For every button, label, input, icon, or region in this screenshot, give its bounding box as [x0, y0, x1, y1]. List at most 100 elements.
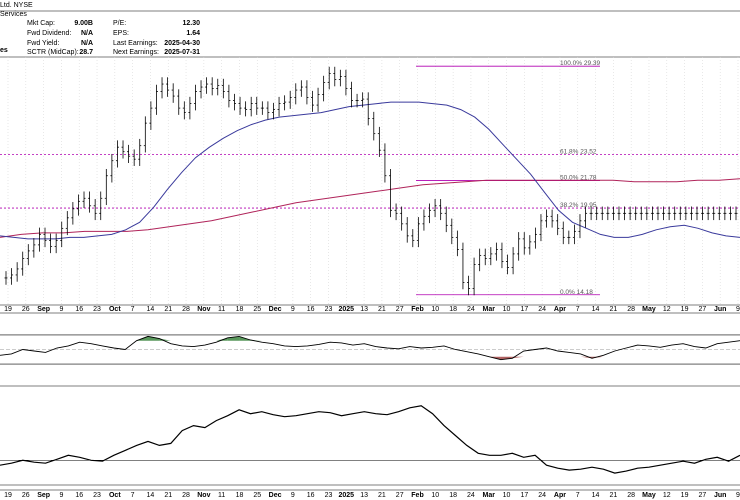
x-tick-label-bottom: 28 — [627, 492, 635, 499]
x-tick-label-bottom: Dec — [269, 492, 282, 499]
x-tick-label-bottom: 9 — [736, 492, 740, 499]
x-tick-label-bottom: 24 — [467, 492, 475, 499]
stat-label-mktcap: Mkt Cap: — [27, 20, 56, 27]
x-tick-label-top: 13 — [360, 306, 368, 313]
stat-value-sctr: 28.7 — [79, 49, 93, 56]
x-tick-label-bottom: 14 — [147, 492, 155, 499]
rsi-line — [0, 335, 740, 361]
x-tick-label-top: 19 — [681, 306, 689, 313]
x-tick-label-top: 9 — [59, 306, 63, 313]
x-tick-label-bottom: 21 — [378, 492, 386, 499]
x-tick-label-top: 25 — [253, 306, 261, 313]
fib-label: 61.8% 23.52 — [560, 148, 597, 155]
x-tick-label-bottom: 7 — [131, 492, 135, 499]
symbol-title: Ltd. NYSE — [0, 2, 33, 9]
x-tick-label-top: Apr — [554, 306, 566, 313]
x-tick-label-top: May — [642, 306, 656, 313]
fib-label: 38.2% 19.95 — [560, 202, 597, 209]
x-tick-label-top: 14 — [592, 306, 600, 313]
x-tick-label-top: 21 — [609, 306, 617, 313]
x-tick-label-bottom: 23 — [325, 492, 333, 499]
x-tick-label-bottom: Nov — [197, 492, 210, 499]
x-tick-label-top: 24 — [467, 306, 475, 313]
x-tick-label-bottom: 27 — [698, 492, 706, 499]
rsi-overbought-fill — [227, 336, 240, 341]
stat-value-pe: 12.30 — [182, 20, 200, 27]
x-tick-label-bottom: 9 — [291, 492, 295, 499]
x-tick-label-bottom: 17 — [520, 492, 528, 499]
rsi-oversold-fill — [512, 356, 524, 359]
x-tick-label-top: 16 — [75, 306, 83, 313]
x-tick-label-top: Mar — [483, 306, 496, 313]
x-tick-label-bottom: 7 — [576, 492, 580, 499]
x-tick-label-bottom: 21 — [164, 492, 172, 499]
ma-blue-line — [0, 101, 740, 240]
x-tick-label-top: 11 — [218, 306, 225, 313]
x-tick-label-bottom: Feb — [411, 492, 423, 499]
fib-label: 50.0% 21.78 — [560, 175, 597, 182]
relative-strength-line — [0, 405, 740, 474]
x-tick-label-bottom: 10 — [503, 492, 511, 499]
x-tick-label-top: 2025 — [339, 306, 355, 313]
x-tick-label-top: Dec — [269, 306, 282, 313]
x-tick-label-bottom: Jun — [714, 492, 726, 499]
x-tick-label-bottom: 16 — [307, 492, 315, 499]
x-tick-label-top: 27 — [698, 306, 706, 313]
x-tick-label-top: 7 — [131, 306, 135, 313]
rsi-overbought-fill — [216, 337, 228, 341]
x-tick-label-bottom: 2025 — [339, 492, 355, 499]
x-tick-label-bottom: 11 — [218, 492, 225, 499]
x-tick-label-bottom: 27 — [396, 492, 404, 499]
x-tick-label-bottom: 24 — [538, 492, 546, 499]
x-tick-label-bottom: 13 — [360, 492, 368, 499]
x-tick-label-bottom: 10 — [431, 492, 439, 499]
x-tick-label-bottom: Apr — [554, 492, 566, 499]
stat-label-fwd-yield: Fwd Yield: — [27, 40, 60, 47]
x-tick-label-top: 23 — [325, 306, 333, 313]
x-tick-label-top: Sep — [37, 306, 50, 313]
stat-label-sctr: SCTR (MidCap): — [27, 49, 79, 56]
x-tick-label-bottom: 25 — [253, 492, 261, 499]
x-tick-label-top: Nov — [197, 306, 210, 313]
stat-value-fwd-dividend: N/A — [80, 30, 93, 37]
x-tick-label-top: 18 — [236, 306, 244, 313]
x-tick-label-top: Oct — [109, 306, 121, 313]
stat-value-eps: 1.64 — [186, 30, 200, 37]
x-tick-label-top: 28 — [627, 306, 635, 313]
x-tick-label-bottom: 28 — [182, 492, 190, 499]
x-tick-label-bottom: Oct — [109, 492, 121, 499]
left-label-fragment: es — [0, 47, 8, 54]
x-tick-label-top: 21 — [164, 306, 172, 313]
x-tick-label-bottom: 12 — [663, 492, 671, 499]
x-tick-label-bottom: 19 — [681, 492, 689, 499]
x-tick-label-bottom: 26 — [22, 492, 30, 499]
stat-label-last-earnings: Last Earnings: — [113, 40, 158, 47]
x-tick-label-top: 17 — [520, 306, 528, 313]
x-tick-label-bottom: May — [642, 492, 656, 499]
stat-label-pe: P/E: — [113, 20, 127, 27]
x-tick-label-top: 23 — [93, 306, 101, 313]
x-tick-label-top: 26 — [22, 306, 30, 313]
fib-label: 0.0% 14.18 — [560, 289, 593, 296]
stat-label-next-earnings: Next Earnings: — [113, 49, 159, 56]
x-tick-label-top: 9 — [736, 306, 740, 313]
x-tick-label-top: 14 — [147, 306, 155, 313]
sector-text: Services — [0, 11, 27, 18]
x-tick-label-top: 19 — [4, 306, 12, 313]
stat-value-last-earnings: 2025-04-30 — [164, 40, 200, 47]
x-tick-label-top: 16 — [307, 306, 315, 313]
x-tick-label-bottom: Mar — [483, 492, 496, 499]
x-tick-label-top: 7 — [576, 306, 580, 313]
x-tick-label-bottom: 23 — [93, 492, 101, 499]
x-tick-label-top: 24 — [538, 306, 546, 313]
x-tick-label-top: 12 — [663, 306, 671, 313]
x-tick-label-top: 27 — [396, 306, 404, 313]
x-tick-label-bottom: 16 — [75, 492, 83, 499]
stat-label-eps: EPS: — [113, 30, 129, 37]
stat-value-next-earnings: 2025-07-31 — [164, 49, 200, 56]
rsi-overbought-fill — [148, 336, 160, 341]
stat-label-fwd-dividend: Fwd Dividend: — [27, 30, 72, 37]
stat-value-fwd-yield: N/A — [80, 40, 93, 47]
